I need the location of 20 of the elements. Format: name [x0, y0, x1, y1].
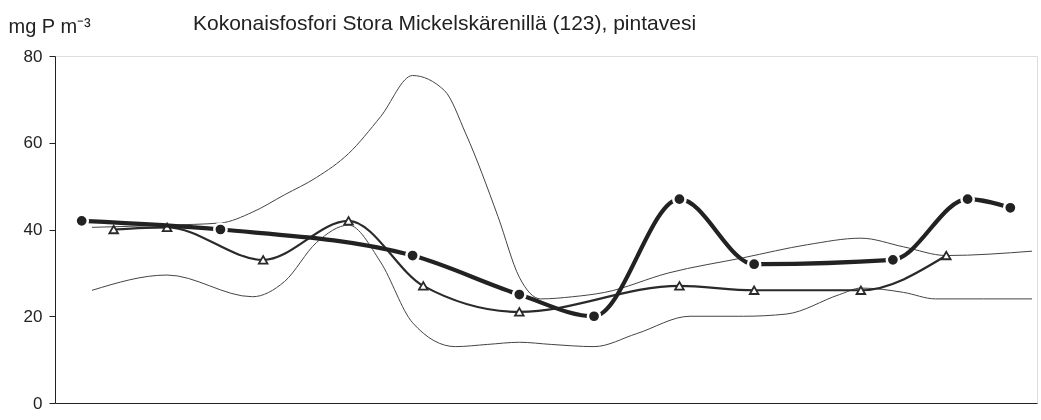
y-tick-label: 60 — [23, 133, 43, 153]
point — [213, 222, 228, 237]
point — [257, 255, 269, 265]
point — [941, 250, 952, 261]
point — [674, 281, 685, 291]
point — [748, 285, 760, 295]
line-series — [91, 75, 1033, 300]
point — [405, 248, 420, 263]
point — [855, 285, 867, 295]
chart-title: Kokonaisfosfori Stora Mickelskärenillä (123), pintavesi — [193, 11, 697, 34]
point — [514, 307, 525, 317]
point — [108, 224, 119, 235]
y-tick-label: 0 — [33, 393, 43, 413]
y-axis-title: mg P m⁻³ — [8, 14, 92, 37]
point — [418, 281, 429, 291]
y-tick-label: 20 — [23, 306, 43, 326]
point — [511, 287, 527, 302]
y-tick-label: 80 — [23, 46, 43, 66]
y-tick-label: 40 — [23, 220, 43, 239]
point — [343, 216, 354, 226]
